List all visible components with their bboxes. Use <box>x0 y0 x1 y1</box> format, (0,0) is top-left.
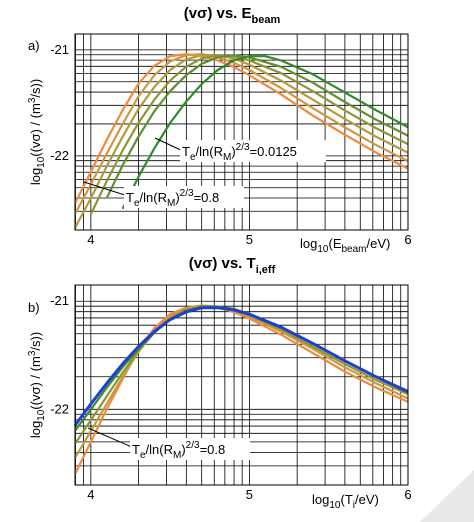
panel-b-series-line-1 <box>74 304 409 459</box>
panel-b-annotation-1: Te/ln(RM)2/3=0.8 <box>132 440 225 461</box>
panel-a-x-axis-label: log10(Ebeam/eV) <box>300 236 390 255</box>
panel-a-frame <box>74 33 409 231</box>
panel-a-annotation-2: Te/ln(RM)2/3=0.8 <box>126 188 219 209</box>
panel-a-y-tick-label-1: -22 <box>50 148 69 163</box>
panel-a-annotation-2-leader <box>83 181 129 197</box>
panel-a-series-line-1 <box>74 53 409 215</box>
panel-b-label: b) <box>28 300 40 315</box>
panel-b-x-tick-label-0: 4 <box>87 487 94 502</box>
panel-b-frame <box>74 284 409 486</box>
panel-a-series-line-3 <box>89 54 409 215</box>
panel-b-series <box>73 304 409 475</box>
panel-a-series-line-2 <box>74 54 409 229</box>
panel-b-y-tick-label-0: -21 <box>50 293 69 308</box>
panel-a: (vσ) vs. Ebeam a) 4 5 6 -21 -22 log10((vσ) /… <box>27 5 412 255</box>
panel-b-tick-labels: 4 5 6 -21 -22 <box>50 293 411 502</box>
panel-b-annotation-1-leader <box>87 427 135 449</box>
panel-b-annotation-1-bg <box>130 438 250 460</box>
panel-b-title: (vσ) vs. Ti,eff <box>189 255 276 276</box>
panel-a-y-tick-label-0: -21 <box>50 42 69 57</box>
panel-b-x-tick-label-1: 5 <box>246 487 253 502</box>
panel-a-tick-labels: 4 5 6 -21 -22 <box>50 42 411 247</box>
panel-a-series-line-0 <box>74 53 409 204</box>
panel-a-annotation-2-bg <box>124 186 244 208</box>
panel-b-y-tick-label-1: -22 <box>50 401 69 416</box>
panel-a-x-tick-label-1: 5 <box>246 232 253 247</box>
panel-a-series <box>74 53 409 229</box>
panel-a-y-axis-label: log10((vσ) / (m3/s)) <box>27 79 47 185</box>
panel-a-series-line-4 <box>105 54 409 199</box>
panel-b-series-line-4 <box>73 306 409 427</box>
panel-b-x-axis-label: log10(Ti/eV) <box>312 492 379 511</box>
panel-a-label: a) <box>28 38 40 53</box>
panel-b: (vσ) vs. Ti,eff b) 4 5 6 -21 -22 log10((vσ) … <box>27 255 412 511</box>
panel-a-annotation-1: Te/ln(RM)2/3=0.0125 <box>182 142 297 163</box>
panel-a-x-tick-label-2: 6 <box>404 232 411 247</box>
panel-a-annotation-1-bg <box>180 140 326 162</box>
panel-a-x-tick-label-0: 4 <box>87 232 94 247</box>
panel-b-x-tick-label-2: 6 <box>404 487 411 502</box>
panel-b-y-axis-label: log10((vσ) / (m3/s)) <box>27 332 47 438</box>
panel-a-title: (vσ) vs. Ebeam <box>184 5 281 26</box>
corner-watermark-shape <box>420 470 474 522</box>
